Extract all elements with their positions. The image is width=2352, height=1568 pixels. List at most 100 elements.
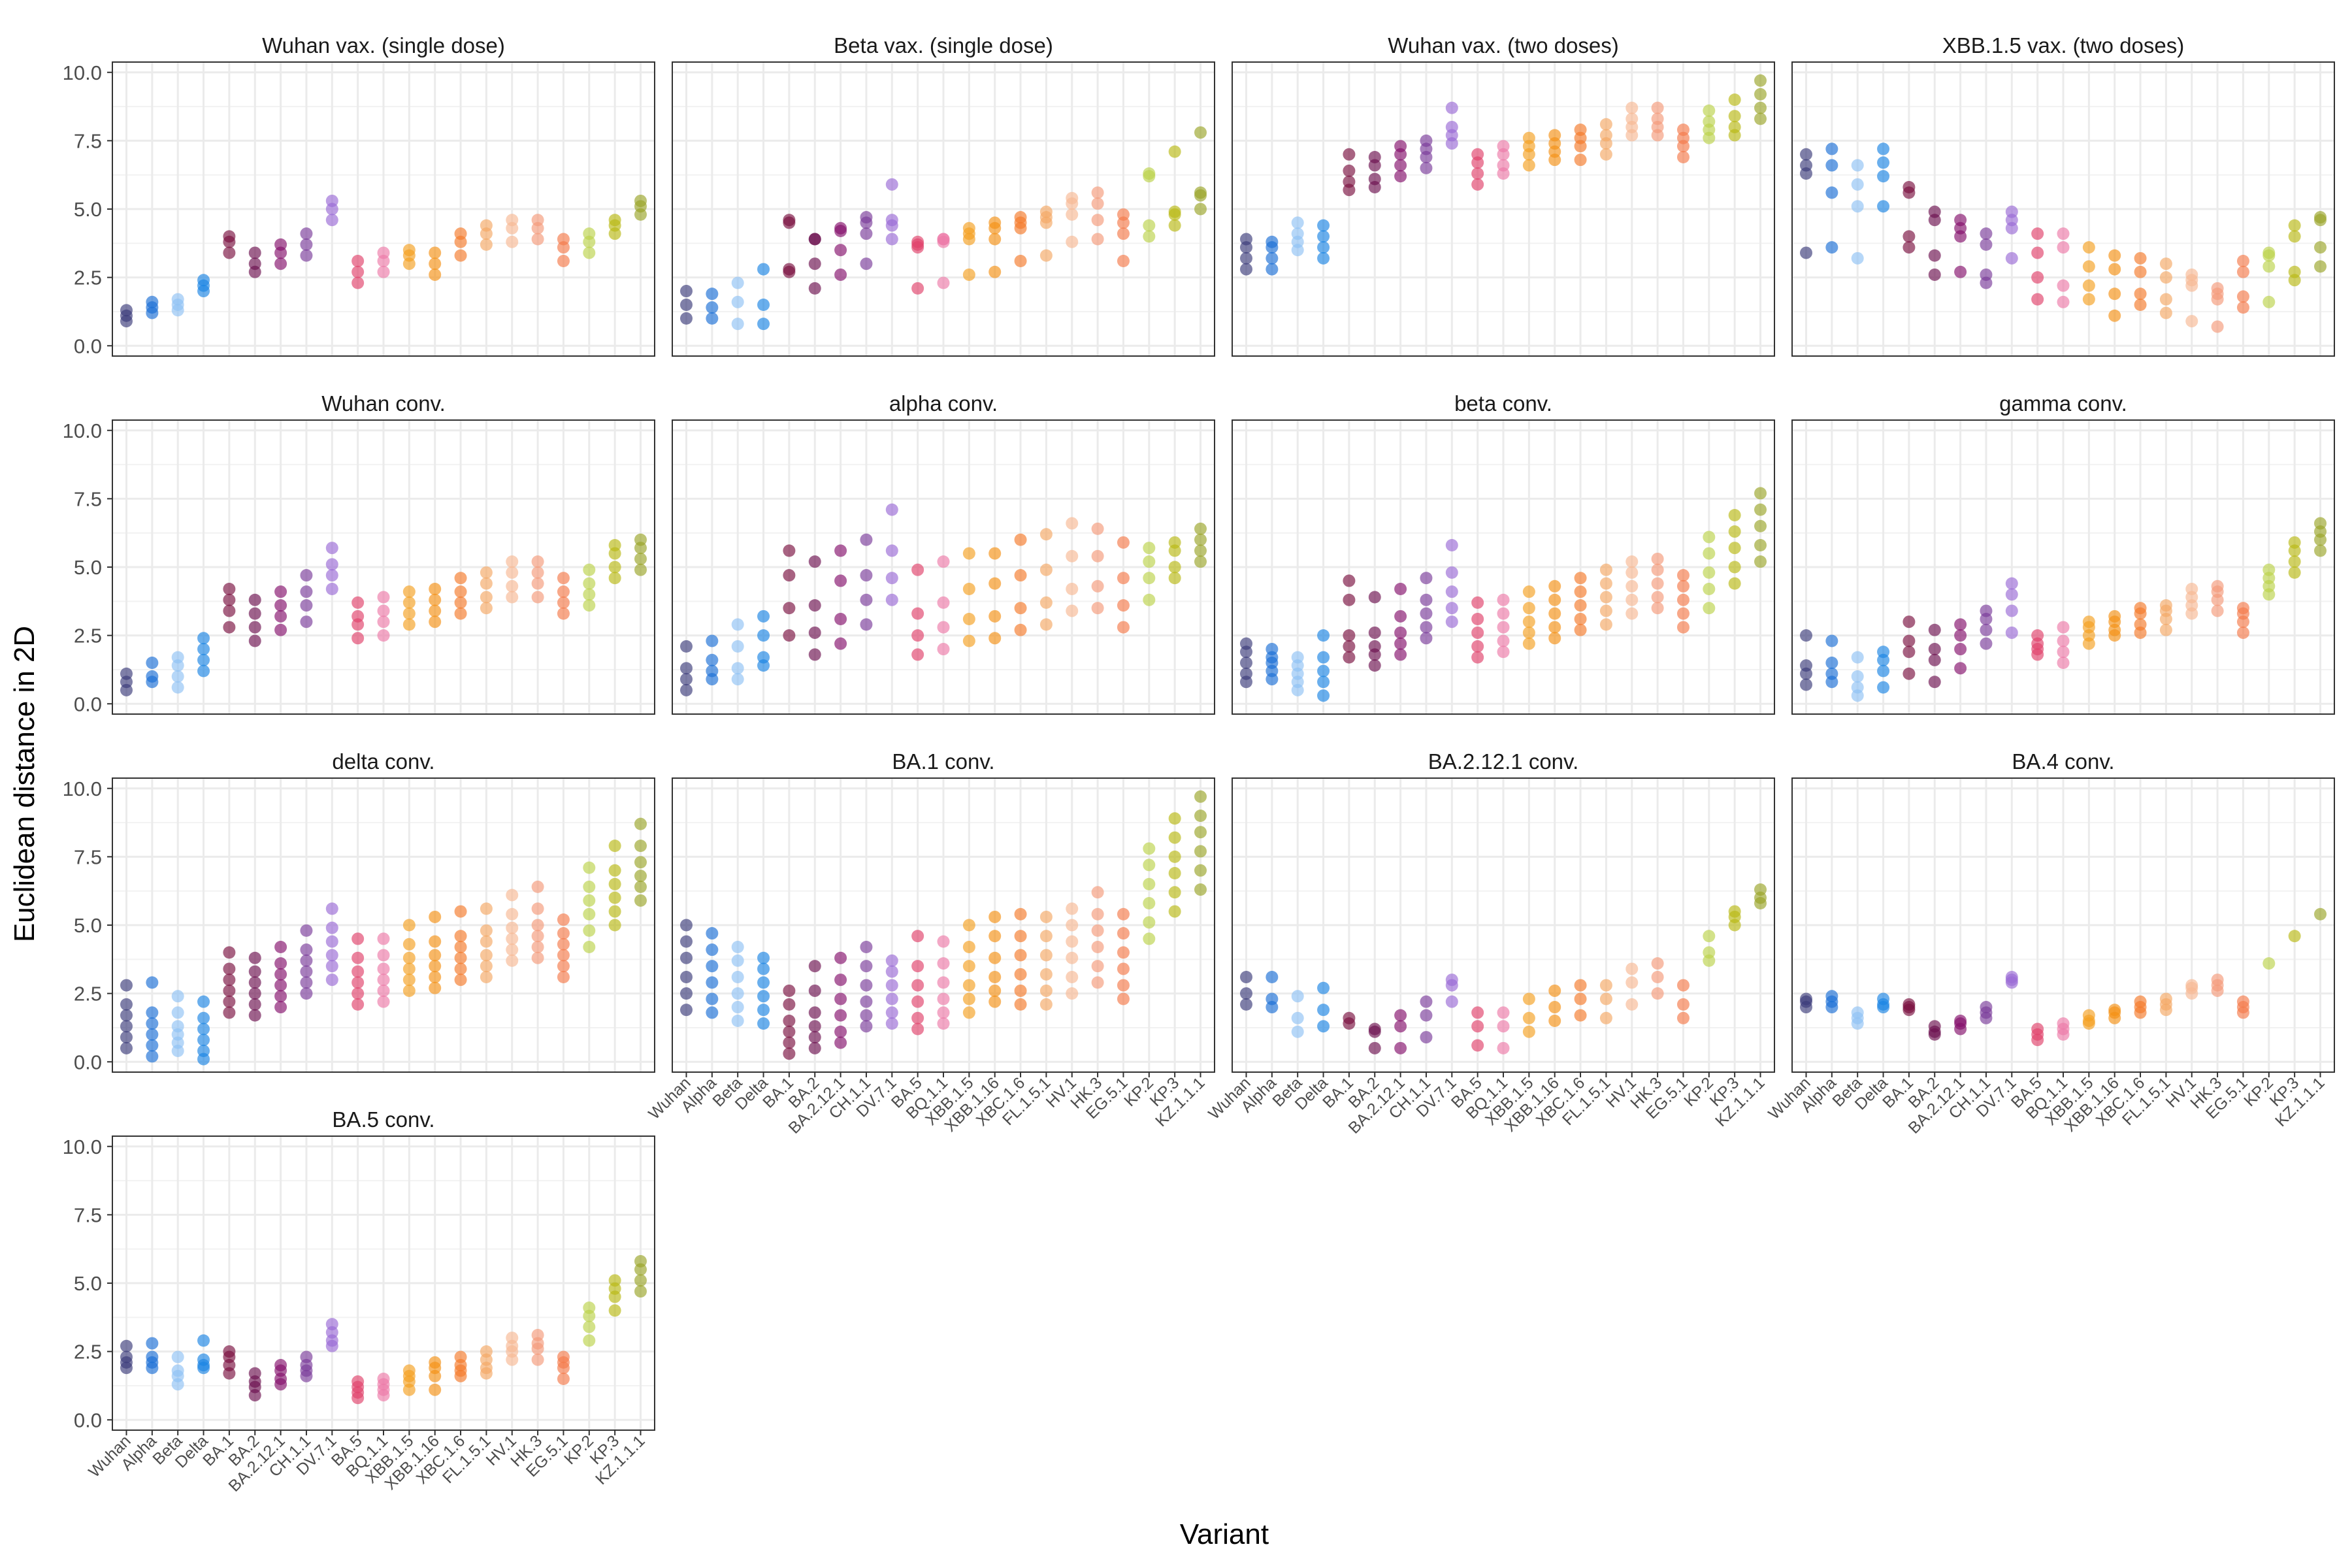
data-point [2236,290,2249,303]
data-point [325,582,338,595]
data-point [2211,973,2224,987]
data-point [351,276,365,289]
data-point [583,563,596,576]
data-point [1194,790,1207,803]
data-point [608,864,621,877]
data-point [583,940,596,953]
data-point [274,238,287,251]
data-point [808,282,821,295]
data-point [1194,126,1207,139]
data-point [2031,227,2044,240]
data-point [480,935,493,948]
data-point [351,932,365,945]
data-point [1239,987,1252,1000]
y-tick-label: 7.5 [74,487,102,510]
data-point [583,907,596,921]
data-point [557,233,570,246]
data-point [146,1350,159,1364]
data-point [834,973,847,987]
data-point [2057,621,2070,634]
data-point [1599,992,1612,1005]
data-point [506,566,519,579]
data-point [1168,850,1181,863]
data-point [1703,602,1716,615]
data-point [1394,626,1407,639]
data-point [1574,613,1587,626]
data-point [248,951,261,964]
data-point [1014,623,1027,636]
data-point [146,1006,159,1019]
data-point [2057,634,2070,647]
data-point [1291,1011,1304,1024]
data-point [2262,260,2276,273]
data-point [1317,219,1330,232]
data-point [120,998,133,1011]
data-point [1168,572,1181,585]
data-point [731,940,744,953]
data-point [911,563,924,576]
data-point [1039,205,1053,218]
data-point [2108,263,2121,276]
data-point [377,615,390,629]
data-point [1143,167,1156,180]
panel-border [1791,419,2335,715]
data-point [634,533,647,546]
data-point [1851,651,1864,664]
data-point [2262,957,2276,970]
data-point [808,1031,821,1044]
data-point [1799,246,1812,259]
data-point [274,940,287,953]
data-point [706,653,719,666]
data-point [988,971,1002,984]
panel-title: Wuhan vax. (two doses) [1388,33,1618,57]
data-point [1266,263,1279,276]
data-point [885,954,898,967]
data-point [274,599,287,612]
data-point [1676,621,1690,634]
data-point [197,995,210,1008]
data-point [454,951,467,964]
data-point [1394,1041,1407,1054]
data-point [1754,883,1767,896]
data-point [274,623,287,636]
data-point [429,1383,442,1396]
data-point [197,1034,210,1047]
data-point [223,946,236,959]
data-point [1091,549,1104,563]
data-point [1548,129,1561,142]
data-point [1420,161,1433,174]
y-tick-label: 0.0 [74,1051,102,1073]
panel: alpha conv. [672,391,1215,715]
y-tick-label: 10.0 [63,1135,102,1158]
data-point [325,214,338,227]
data-point [1928,1020,1941,1033]
data-point [1851,200,1864,213]
data-point [1825,667,1838,680]
data-point [1368,640,1381,653]
data-point [1625,962,1639,975]
data-point [1754,503,1767,516]
data-point [731,971,744,984]
data-point [120,1350,133,1364]
data-point [325,973,338,987]
data-point [351,998,365,1011]
data-point [1954,1014,1967,1027]
data-point [1143,230,1156,243]
data-point [608,891,621,904]
panel-title: Wuhan vax. (single dose) [262,33,505,57]
data-point [1420,621,1433,634]
panel-border [1232,419,1775,715]
data-point [1799,148,1812,161]
data-point [1343,629,1356,642]
data-point [679,662,693,675]
data-point [1420,593,1433,606]
data-point [1851,670,1864,683]
data-point [429,615,442,629]
data-point [1928,623,1941,636]
data-point [1066,919,1079,932]
data-point [1574,979,1587,992]
data-point [1117,962,1130,975]
data-point [531,902,544,915]
data-point [962,613,975,626]
